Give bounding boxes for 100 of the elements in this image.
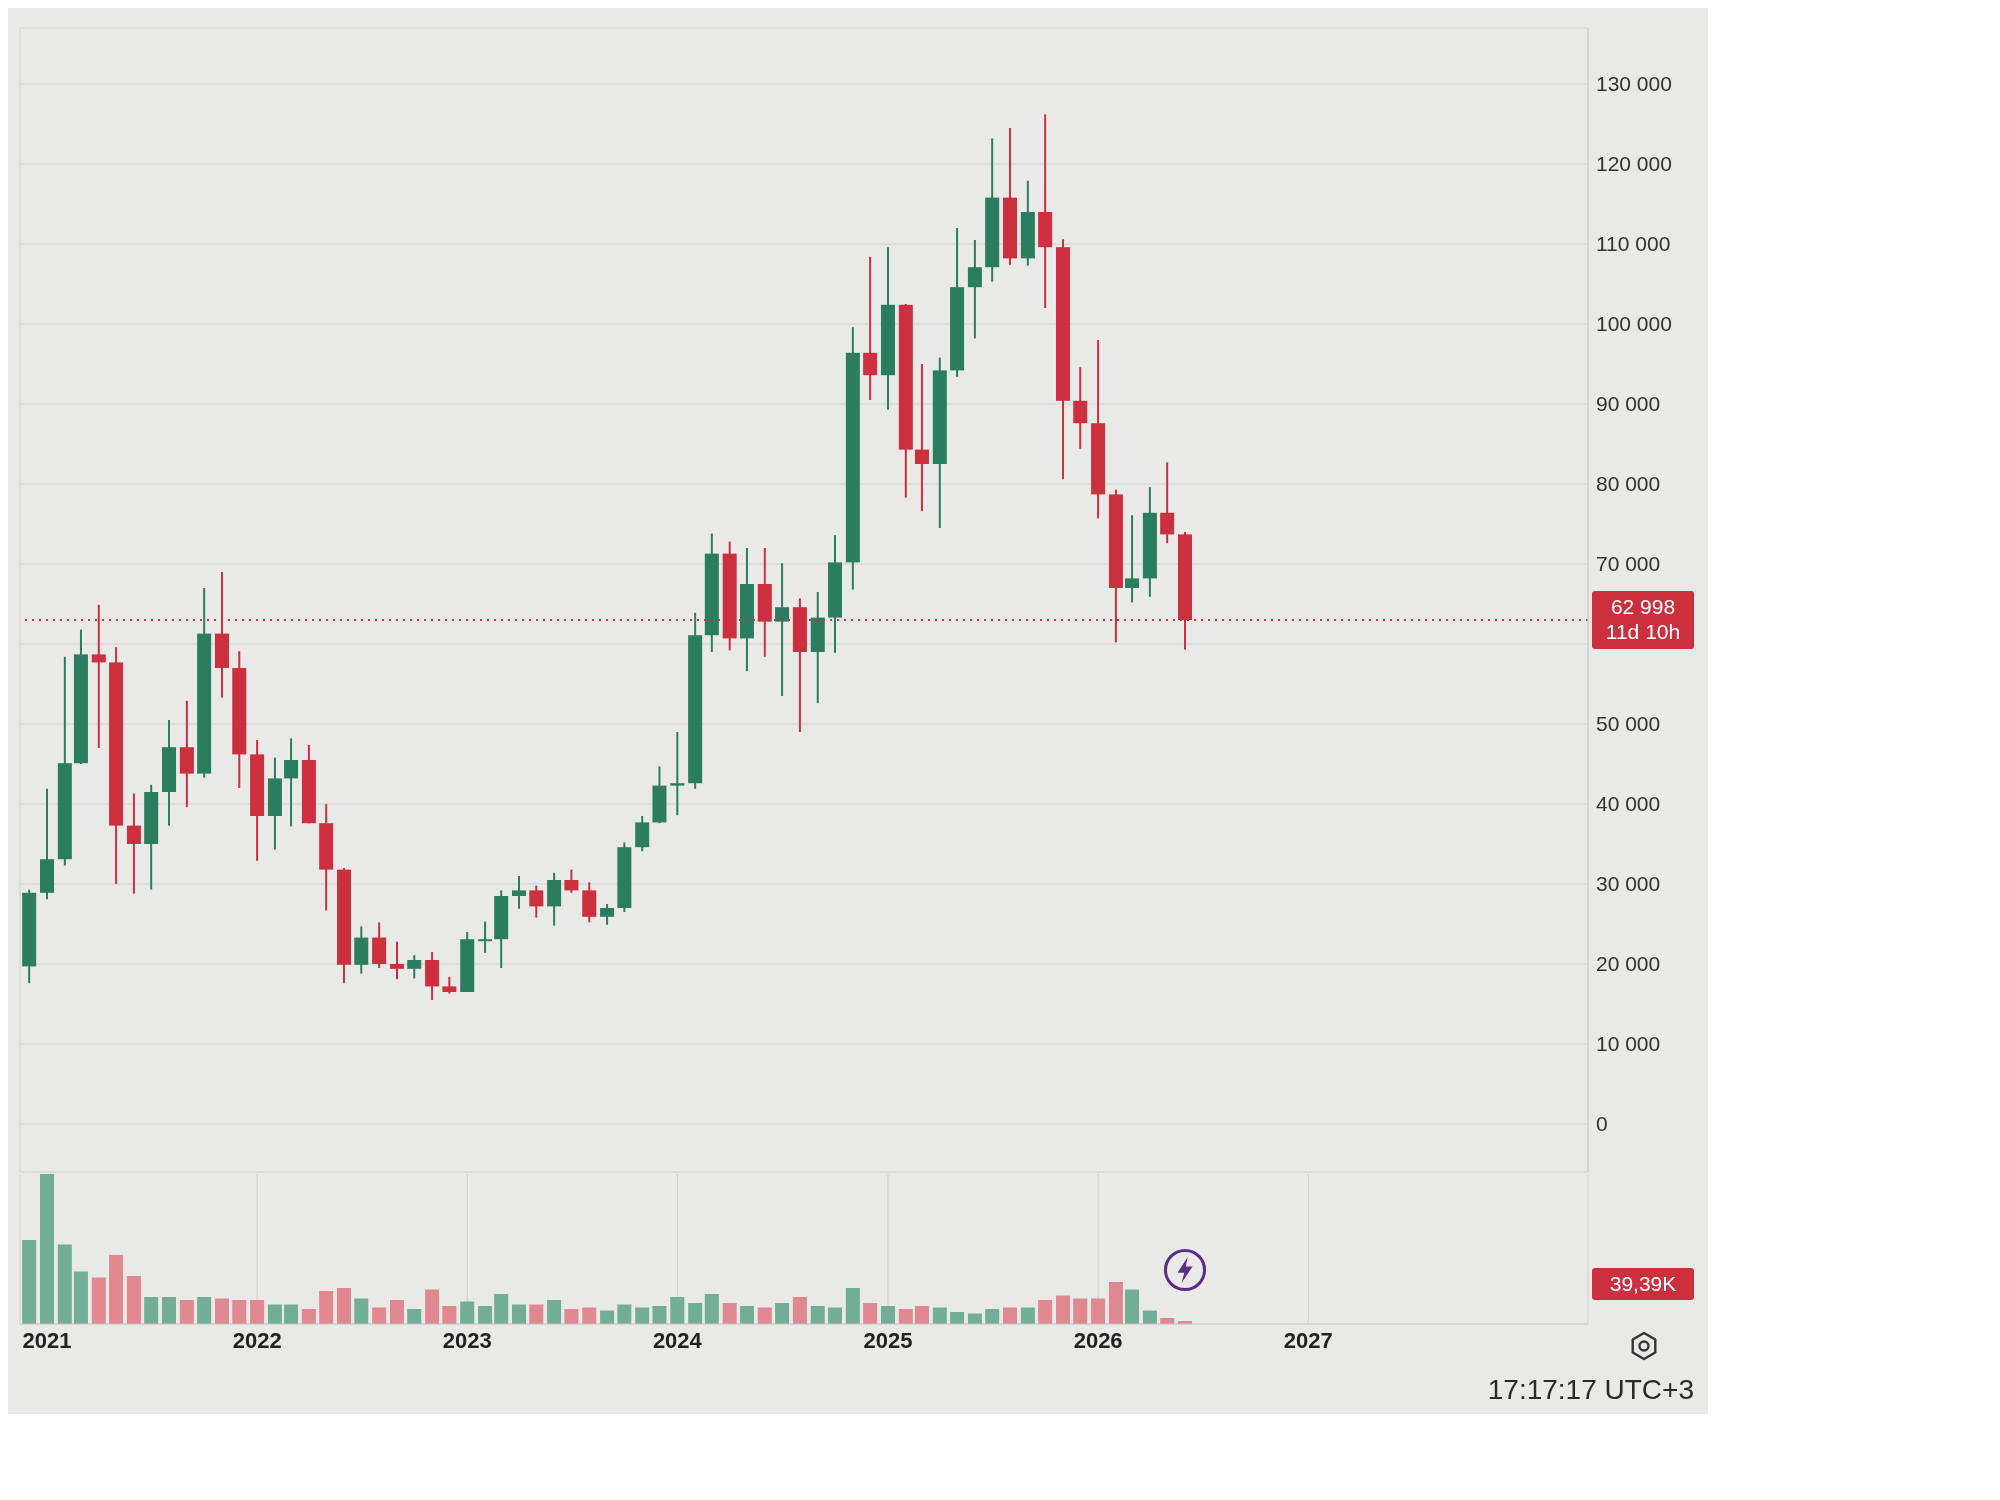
bar — [670, 1297, 685, 1324]
bar — [739, 1306, 754, 1324]
bar — [845, 1288, 860, 1324]
y-tick-label: 40 000 — [1596, 792, 1661, 816]
y-tick-label: 90 000 — [1596, 392, 1661, 416]
candlestick — [512, 875, 527, 910]
bar — [214, 1298, 229, 1324]
bar — [810, 1306, 825, 1324]
bar — [179, 1300, 194, 1324]
candlestick — [1160, 461, 1175, 545]
bar — [704, 1294, 719, 1324]
bar — [301, 1309, 316, 1324]
bar — [828, 1307, 843, 1324]
bar — [40, 1174, 54, 1324]
bar — [529, 1304, 544, 1324]
bar — [1073, 1298, 1088, 1324]
candlestick — [967, 239, 982, 340]
bar — [442, 1306, 457, 1324]
y-tick-label: 20 000 — [1596, 952, 1661, 976]
bar — [863, 1303, 878, 1324]
bar — [985, 1309, 1000, 1324]
bar — [337, 1288, 352, 1324]
bar — [232, 1300, 247, 1324]
bar — [407, 1309, 422, 1324]
y-tick-label: 70 000 — [1596, 552, 1661, 576]
bar — [880, 1306, 895, 1324]
bar — [1055, 1295, 1070, 1324]
candlestick — [670, 731, 685, 817]
candlestick — [914, 363, 929, 513]
candlestick — [407, 954, 422, 980]
bar — [898, 1309, 913, 1324]
bar — [582, 1307, 597, 1324]
bar — [775, 1303, 790, 1324]
bar — [652, 1306, 667, 1324]
bar — [267, 1304, 282, 1324]
bar — [73, 1271, 88, 1324]
x-tick-label: 2021 — [22, 1327, 72, 1353]
y-tick-label: 30 000 — [1596, 872, 1661, 896]
bar — [425, 1289, 440, 1324]
bar — [144, 1297, 159, 1324]
bar — [389, 1300, 404, 1324]
candlestick — [775, 562, 790, 697]
y-tick-label: 10 000 — [1596, 1032, 1661, 1056]
y-tick-label: 50 000 — [1596, 712, 1661, 736]
bar — [1125, 1289, 1140, 1324]
y-tick-label: 130 000 — [1596, 72, 1672, 96]
bar — [284, 1304, 299, 1324]
text: 11d 10h — [1605, 620, 1681, 644]
bar — [354, 1298, 369, 1324]
bar — [564, 1309, 579, 1324]
text: 39,39K — [1592, 1268, 1694, 1300]
bar — [635, 1307, 650, 1324]
ref-line-label: 62 998 — [1610, 595, 1676, 619]
x-tick-label: 2025 — [863, 1327, 913, 1353]
y-tick-label: 0 — [1596, 1112, 1608, 1136]
candlestick — [564, 868, 579, 894]
candlestick — [1073, 366, 1088, 450]
bar — [932, 1307, 947, 1324]
x-tick-label: 2024 — [652, 1327, 703, 1353]
bar — [372, 1307, 387, 1324]
text: 17:17:17 UTC+3 — [1486, 1374, 1695, 1406]
bar — [547, 1300, 562, 1324]
bar — [1020, 1307, 1035, 1324]
bar — [109, 1255, 124, 1324]
candlestick — [126, 792, 141, 895]
candlestick — [863, 255, 878, 401]
x-tick-label: 2022 — [232, 1327, 282, 1353]
bar — [250, 1300, 265, 1324]
bar — [688, 1303, 703, 1324]
bar — [1038, 1300, 1053, 1324]
bar — [319, 1291, 334, 1324]
y-tick-label: 110 000 — [1596, 232, 1671, 256]
bar — [1108, 1282, 1123, 1324]
candlestick — [478, 920, 493, 954]
candlestick — [1125, 514, 1140, 604]
bar — [494, 1294, 509, 1324]
bar — [914, 1306, 929, 1324]
x-tick-label: 2026 — [1073, 1327, 1123, 1353]
bar — [478, 1306, 493, 1324]
bar — [1091, 1298, 1106, 1324]
candlestick — [529, 884, 544, 919]
bar — [792, 1297, 807, 1324]
y-tick-label: 80 000 — [1596, 472, 1661, 496]
bar — [757, 1307, 772, 1324]
bar — [91, 1277, 106, 1324]
candlestick — [389, 940, 404, 981]
candlestick — [600, 903, 615, 926]
bar — [22, 1240, 37, 1324]
bar — [126, 1276, 141, 1324]
bar — [950, 1312, 965, 1324]
bar — [57, 1244, 72, 1324]
bar — [162, 1297, 177, 1324]
bar — [1003, 1307, 1018, 1324]
bar — [722, 1303, 737, 1324]
bar — [197, 1297, 212, 1324]
bar — [460, 1301, 475, 1324]
bar — [512, 1304, 527, 1324]
y-tick-label: 120 000 — [1596, 152, 1672, 176]
x-tick-label: 2027 — [1283, 1327, 1333, 1353]
bar — [617, 1304, 632, 1324]
